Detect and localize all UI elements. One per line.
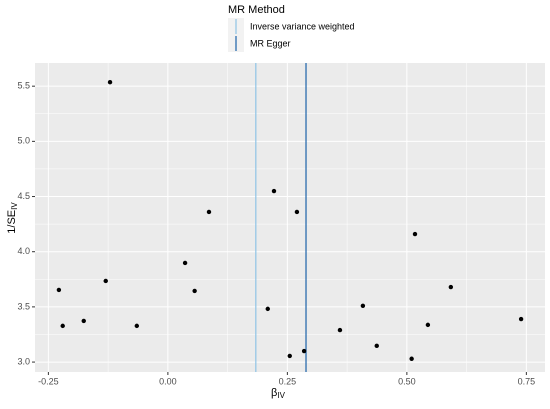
point (81, 318, 86, 324)
point (103, 278, 108, 284)
point (448, 284, 454, 290)
y-tick-label: 5.0 (17, 136, 30, 146)
point (374, 343, 379, 349)
legend-label: Inverse variance weighted (250, 21, 355, 31)
point (518, 316, 524, 322)
point (60, 323, 65, 329)
point (206, 209, 212, 215)
point (294, 209, 300, 215)
x-tick-label: 0.25 (279, 376, 297, 386)
x-tick-label: -0.25 (38, 376, 59, 386)
y-tick-label: 4.5 (17, 191, 30, 201)
y-tick-label: 3.5 (17, 301, 30, 311)
legend-label: MR Egger (250, 38, 291, 48)
y-axis-title: 1/SEIV (6, 202, 19, 234)
x-axis-title-sub: IV (277, 391, 285, 400)
x-tick-label: 0.50 (398, 376, 416, 386)
y-axis-title-sub: IV (10, 202, 19, 210)
point (107, 80, 113, 85)
panel (35, 63, 545, 372)
point (301, 348, 307, 354)
x-axis-title-main: β (271, 387, 277, 399)
y-tick-label: 3.0 (17, 356, 30, 366)
point (265, 306, 270, 312)
x-axis-title: βIV (271, 387, 286, 400)
point (287, 353, 292, 359)
x-tick-label: 0.00 (159, 376, 177, 386)
legend-title: MR Method (228, 4, 285, 16)
point (409, 356, 414, 361)
point (360, 303, 366, 308)
point (271, 188, 277, 194)
point (182, 260, 188, 266)
y-tick-label: 5.5 (17, 81, 30, 91)
point (425, 322, 431, 328)
x-tick-label: 0.75 (518, 376, 536, 386)
point (337, 327, 343, 333)
y-tick-label: 4.0 (17, 246, 30, 256)
y-axis-title-main: 1/SE (6, 210, 18, 234)
point (56, 287, 62, 293)
point (412, 231, 418, 237)
point (192, 288, 197, 294)
point (134, 323, 140, 329)
